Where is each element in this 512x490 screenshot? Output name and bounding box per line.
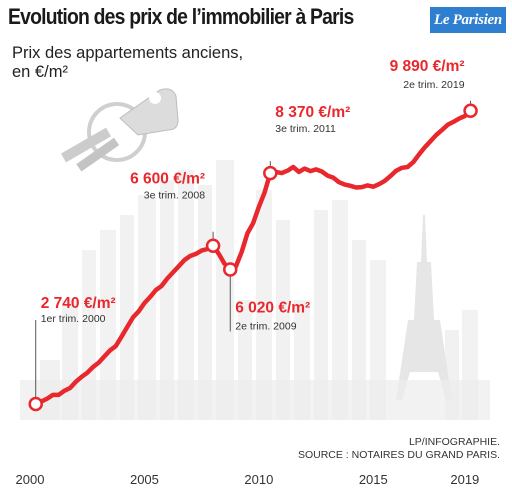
subtitle-line-2: en €/m² bbox=[12, 63, 68, 81]
le-parisien-logo: Le Parisien bbox=[430, 7, 506, 33]
data-point-marker bbox=[28, 396, 43, 412]
source-line-1: LP/INFOGRAPHIE. bbox=[408, 436, 500, 448]
building-shape bbox=[332, 200, 348, 420]
chart-title: Evolution des prix de l’immobilier à Par… bbox=[8, 4, 354, 29]
building-shape bbox=[314, 210, 328, 420]
source-line-2: SOURCE : NOTAIRES DU GRAND PARIS. bbox=[297, 449, 500, 461]
annotation: 9 890 €/m² 2e trim. 2019 bbox=[390, 58, 478, 119]
building-shape bbox=[178, 170, 194, 420]
annotation-date: 2e trim. 2009 bbox=[235, 320, 296, 332]
skyline-decoration bbox=[20, 160, 490, 420]
x-tick-label: 2015 bbox=[359, 472, 388, 487]
series-line-layer bbox=[33, 108, 473, 407]
annotation-value: 6 020 €/m² bbox=[235, 299, 310, 316]
x-tick-label: 2010 bbox=[244, 472, 273, 487]
source-note: LP/INFOGRAPHIE. SOURCE : NOTAIRES DU GRA… bbox=[298, 436, 500, 462]
building-shape bbox=[82, 250, 96, 420]
building-shape bbox=[216, 160, 234, 420]
chart-subtitle: Prix des appartements anciens, en €/m² bbox=[12, 44, 243, 82]
annotation-value: 8 370 €/m² bbox=[275, 104, 350, 121]
x-tick-label: 2019 bbox=[450, 472, 479, 487]
annotation-date: 3e trim. 2008 bbox=[144, 190, 205, 202]
keys-icon bbox=[60, 88, 179, 172]
building-shape bbox=[352, 240, 366, 420]
subtitle-line-1: Prix des appartements anciens, bbox=[12, 44, 244, 62]
annotation-date: 2e trim. 2019 bbox=[403, 79, 464, 91]
data-point-marker bbox=[223, 262, 238, 277]
data-point-marker bbox=[263, 165, 278, 181]
data-point-marker bbox=[463, 103, 478, 119]
data-point-marker bbox=[205, 238, 221, 253]
building-shape bbox=[160, 180, 174, 420]
x-tick-label: 2005 bbox=[130, 472, 159, 487]
series-line bbox=[33, 108, 473, 407]
annotation: 6 020 €/m² 2e trim. 2009 bbox=[223, 262, 310, 332]
building-shape bbox=[120, 215, 134, 420]
ground-band bbox=[20, 380, 490, 420]
building-shape bbox=[100, 230, 116, 420]
annotation: 8 370 €/m² 3e trim. 2011 bbox=[263, 104, 350, 181]
annotation-value: 6 600 €/m² bbox=[130, 171, 205, 188]
annotation-date: 3e trim. 2011 bbox=[275, 123, 336, 135]
building-shape bbox=[276, 220, 290, 420]
building-shape bbox=[256, 190, 272, 420]
eiffel-tower-icon bbox=[396, 215, 452, 400]
annotation: 6 600 €/m² 3e trim. 2008 bbox=[130, 171, 221, 253]
annotation-value: 2 740 €/m² bbox=[41, 295, 116, 312]
x-axis-ticks: 2000 2005 2010 2015 2019 bbox=[16, 472, 480, 487]
x-tick-label: 2000 bbox=[16, 472, 45, 487]
building-shape bbox=[138, 195, 156, 420]
annotation-date: 1er trim. 2000 bbox=[41, 313, 106, 325]
annotation-value: 9 890 €/m² bbox=[390, 58, 465, 75]
